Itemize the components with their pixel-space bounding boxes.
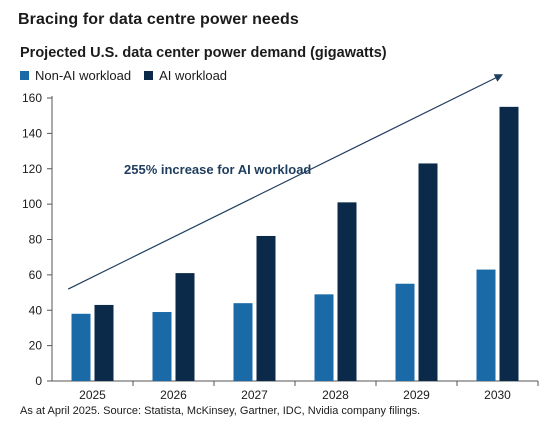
x-tick-label: 2027 — [241, 388, 268, 402]
bar-ai-2027 — [256, 235, 276, 381]
bar-non-ai-2026 — [152, 312, 172, 381]
bar-non-ai-2029 — [395, 283, 415, 381]
y-tick-label: 100 — [22, 197, 42, 211]
y-tick-label: 160 — [22, 91, 42, 105]
source-footnote: As at April 2025. Source: Statista, McKi… — [20, 405, 421, 417]
chart-title: Projected U.S. data center power demand … — [20, 45, 387, 61]
annotation-label: 255% increase for AI workload — [124, 162, 311, 177]
legend-label-ai: AI workload — [159, 68, 228, 83]
y-tick-label: 0 — [35, 374, 42, 388]
legend-item-non-ai: Non-AI workload — [20, 68, 131, 83]
x-tick-label: 2030 — [484, 388, 511, 402]
bar-ai-2030 — [499, 106, 519, 381]
y-tick-label: 80 — [29, 233, 43, 247]
page-title: Bracing for data centre power needs — [18, 11, 299, 28]
x-tick-label: 2029 — [403, 388, 430, 402]
bar-ai-2028 — [337, 202, 357, 381]
y-tick-label: 140 — [22, 126, 42, 140]
legend-label-non-ai: Non-AI workload — [35, 68, 132, 83]
bar-ai-2025 — [94, 304, 114, 381]
bar-non-ai-2025 — [71, 313, 91, 381]
y-tick-label: 120 — [22, 162, 42, 176]
x-axis: 2025 2026 2027 2028 2029 2030 — [52, 380, 539, 402]
bars — [71, 106, 519, 381]
annotation: 255% increase for AI workload — [67, 74, 504, 290]
bar-non-ai-2030 — [476, 269, 496, 381]
x-tick-label: 2026 — [160, 388, 187, 402]
y-tick-label: 40 — [29, 303, 43, 317]
legend-item-ai: AI workload — [144, 68, 227, 83]
y-tick-label: 60 — [29, 268, 43, 282]
bar-non-ai-2027 — [233, 303, 253, 381]
bar-non-ai-2028 — [314, 294, 334, 381]
y-tick-label: 20 — [29, 339, 43, 353]
x-tick-label: 2025 — [79, 388, 106, 402]
x-tick-label: 2028 — [322, 388, 349, 402]
bar-ai-2026 — [175, 273, 195, 381]
bar-ai-2029 — [418, 163, 438, 381]
chart-legend: Non-AI workload AI workload — [20, 68, 240, 83]
legend-swatch-ai — [144, 71, 154, 80]
trend-arrow — [67, 74, 504, 290]
y-axis: 0 20 40 60 80 100 120 140 160 — [22, 91, 53, 388]
legend-swatch-non-ai — [20, 71, 29, 80]
